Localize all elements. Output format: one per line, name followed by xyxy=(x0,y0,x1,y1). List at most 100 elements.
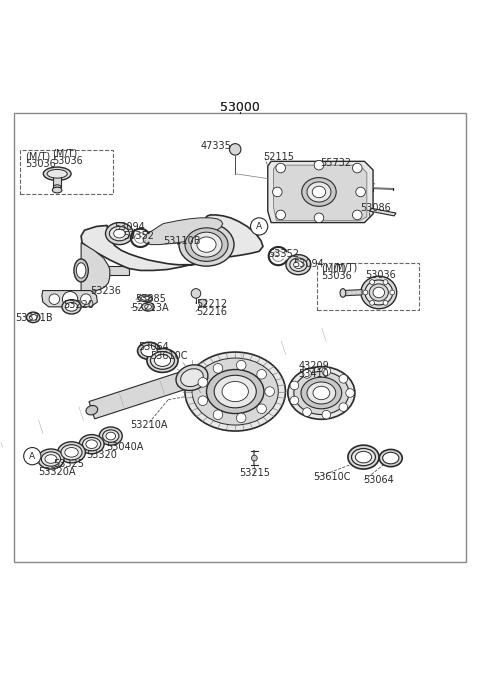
Text: (M/T): (M/T) xyxy=(322,264,347,273)
Polygon shape xyxy=(81,215,263,271)
Circle shape xyxy=(390,290,395,295)
Text: 53885: 53885 xyxy=(136,294,167,304)
Circle shape xyxy=(352,210,362,219)
Ellipse shape xyxy=(379,450,402,466)
Text: 53086: 53086 xyxy=(360,203,391,213)
Ellipse shape xyxy=(369,284,388,301)
Polygon shape xyxy=(81,266,129,275)
Ellipse shape xyxy=(214,376,256,408)
Text: 53610C: 53610C xyxy=(313,472,350,483)
Text: 53000: 53000 xyxy=(220,101,260,114)
Ellipse shape xyxy=(106,223,133,244)
Ellipse shape xyxy=(288,367,355,419)
Ellipse shape xyxy=(138,343,160,359)
Text: 53000: 53000 xyxy=(220,101,260,114)
Polygon shape xyxy=(369,208,396,216)
Ellipse shape xyxy=(26,312,40,322)
Bar xyxy=(317,262,420,310)
Circle shape xyxy=(363,290,368,295)
Ellipse shape xyxy=(76,262,86,278)
Circle shape xyxy=(322,411,331,419)
Ellipse shape xyxy=(351,448,375,466)
Ellipse shape xyxy=(361,276,397,309)
Ellipse shape xyxy=(47,170,67,178)
Ellipse shape xyxy=(52,187,62,193)
Ellipse shape xyxy=(141,345,157,357)
Circle shape xyxy=(199,299,206,307)
Circle shape xyxy=(198,396,208,406)
Ellipse shape xyxy=(86,406,97,415)
Text: 53410: 53410 xyxy=(299,369,329,379)
Circle shape xyxy=(339,374,348,383)
Text: 53040A: 53040A xyxy=(106,441,144,452)
Text: 53210A: 53210A xyxy=(130,419,168,429)
Ellipse shape xyxy=(155,355,170,366)
Polygon shape xyxy=(268,162,373,223)
Circle shape xyxy=(257,369,266,379)
Ellipse shape xyxy=(62,299,81,314)
Ellipse shape xyxy=(307,182,331,202)
FancyBboxPatch shape xyxy=(14,112,466,563)
Text: 53610C: 53610C xyxy=(150,351,188,361)
Circle shape xyxy=(303,408,312,417)
Text: 53094: 53094 xyxy=(115,222,145,232)
Ellipse shape xyxy=(365,280,393,305)
Text: 53215: 53215 xyxy=(239,468,270,479)
Ellipse shape xyxy=(185,228,228,261)
Ellipse shape xyxy=(138,295,153,302)
Ellipse shape xyxy=(141,296,150,300)
Ellipse shape xyxy=(53,185,61,190)
Ellipse shape xyxy=(383,452,399,464)
Ellipse shape xyxy=(142,303,155,311)
Ellipse shape xyxy=(29,314,37,320)
Polygon shape xyxy=(343,289,362,296)
Ellipse shape xyxy=(109,226,130,241)
Ellipse shape xyxy=(114,229,125,238)
Ellipse shape xyxy=(313,386,330,400)
Text: A: A xyxy=(256,222,262,231)
Circle shape xyxy=(370,280,374,285)
Text: 52213A: 52213A xyxy=(131,303,168,313)
Circle shape xyxy=(198,378,208,387)
Circle shape xyxy=(339,403,348,411)
Text: (M/T): (M/T) xyxy=(332,262,357,273)
Ellipse shape xyxy=(176,365,208,390)
Circle shape xyxy=(290,381,299,390)
Text: 53094: 53094 xyxy=(294,258,324,269)
Text: 53352: 53352 xyxy=(268,249,299,259)
Ellipse shape xyxy=(191,232,222,257)
Ellipse shape xyxy=(301,377,342,409)
Circle shape xyxy=(229,143,241,155)
Circle shape xyxy=(290,396,299,405)
Ellipse shape xyxy=(41,452,60,466)
Ellipse shape xyxy=(147,349,178,372)
Ellipse shape xyxy=(65,448,78,457)
Text: 52212: 52212 xyxy=(196,299,227,309)
Text: 52115: 52115 xyxy=(263,153,294,162)
Circle shape xyxy=(303,369,312,378)
Text: 53036: 53036 xyxy=(365,271,396,280)
Text: 43209: 43209 xyxy=(299,361,329,371)
Text: (M/T): (M/T) xyxy=(25,151,51,162)
Text: 53236: 53236 xyxy=(91,285,121,295)
Ellipse shape xyxy=(373,287,384,297)
Ellipse shape xyxy=(340,289,346,297)
Circle shape xyxy=(314,213,324,223)
Text: 47335: 47335 xyxy=(201,141,231,151)
Ellipse shape xyxy=(355,452,372,463)
Text: 53371B: 53371B xyxy=(15,314,53,323)
Polygon shape xyxy=(81,243,110,291)
Ellipse shape xyxy=(185,352,286,431)
Circle shape xyxy=(356,187,365,197)
Ellipse shape xyxy=(348,445,379,469)
Circle shape xyxy=(383,280,388,285)
Text: 53036: 53036 xyxy=(52,156,83,166)
Circle shape xyxy=(237,360,246,370)
Text: 53320A: 53320A xyxy=(38,468,75,477)
Ellipse shape xyxy=(179,223,234,266)
Ellipse shape xyxy=(99,427,122,445)
Circle shape xyxy=(49,294,60,304)
Ellipse shape xyxy=(61,445,82,460)
Circle shape xyxy=(251,218,268,235)
Circle shape xyxy=(237,413,246,423)
